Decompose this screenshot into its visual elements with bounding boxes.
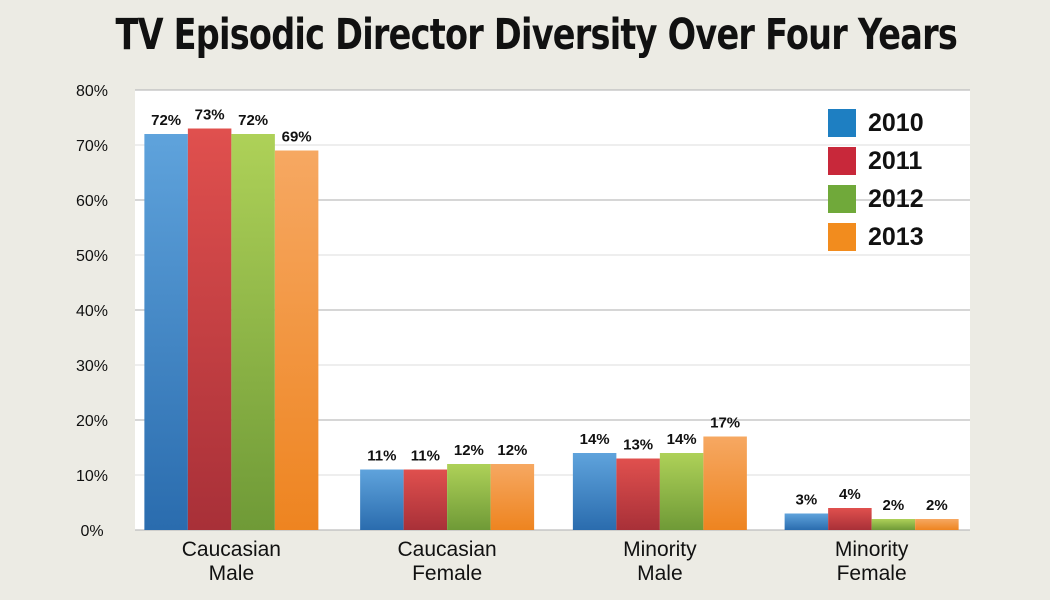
bar-value-label: 17% xyxy=(710,415,740,432)
bar-value-label: 3% xyxy=(796,492,818,509)
legend-label: 2011 xyxy=(868,146,923,175)
chart-title: TV Episodic Director Diversity Over Four… xyxy=(115,10,958,60)
bar-value-label: 14% xyxy=(580,431,610,448)
legend-item-2013: 2013 xyxy=(828,218,924,256)
legend-label: 2012 xyxy=(868,184,924,213)
bar-2013-2 xyxy=(703,436,747,530)
legend: 2010 2011 2012 2013 xyxy=(828,104,924,256)
bar-2013-3 xyxy=(915,519,959,530)
y-tick-label: 50% xyxy=(76,248,108,265)
bar-value-label: 4% xyxy=(839,486,861,503)
bar-2012-3 xyxy=(871,519,916,530)
x-tick-label: Minority xyxy=(835,538,909,561)
y-tick-label: 40% xyxy=(76,303,108,320)
bar-2011-0 xyxy=(187,128,232,530)
y-tick-label: 60% xyxy=(76,193,108,210)
x-tick-label: Male xyxy=(637,562,683,585)
bar-2012-2 xyxy=(659,453,704,530)
bar-2010-0 xyxy=(144,134,188,530)
bar-value-label: 2% xyxy=(926,497,948,514)
bar-2013-0 xyxy=(274,150,319,530)
x-tick-label: Caucasian xyxy=(182,538,281,561)
legend-label: 2013 xyxy=(868,222,924,251)
y-tick-label: 70% xyxy=(76,138,108,155)
bar-value-label: 12% xyxy=(454,442,484,459)
bar-value-label: 12% xyxy=(497,442,527,459)
legend-swatch xyxy=(828,223,856,251)
y-tick-label: 10% xyxy=(76,468,108,485)
bar-2012-0 xyxy=(231,134,275,530)
x-tick-label: Minority xyxy=(623,538,697,561)
y-tick-label: 0% xyxy=(80,523,103,540)
bar-2010-2 xyxy=(572,453,617,530)
bar-2011-3 xyxy=(828,508,872,530)
bar-2013-1 xyxy=(490,464,535,530)
bar-value-label: 72% xyxy=(238,112,268,129)
bar-value-label: 72% xyxy=(151,112,181,129)
x-tick-label: Male xyxy=(209,562,255,585)
x-tick-label: Female xyxy=(837,562,907,585)
bar-value-label: 11% xyxy=(411,448,440,465)
bar-value-label: 73% xyxy=(195,107,225,124)
legend-swatch xyxy=(828,185,856,213)
y-tick-label: 80% xyxy=(76,83,108,100)
bar-2010-1 xyxy=(360,469,404,530)
y-tick-label: 20% xyxy=(76,413,108,430)
legend-swatch xyxy=(828,147,856,175)
bar-value-label: 2% xyxy=(883,497,905,514)
y-tick-label: 30% xyxy=(76,358,108,375)
bar-2012-1 xyxy=(447,464,491,530)
bar-2010-3 xyxy=(784,513,829,530)
x-tick-label: Female xyxy=(412,562,482,585)
bar-2011-2 xyxy=(616,458,660,530)
legend-item-2010: 2010 xyxy=(828,104,924,142)
bar-value-label: 11% xyxy=(367,448,396,465)
legend-label: 2010 xyxy=(868,108,924,137)
bar-value-label: 13% xyxy=(623,437,653,454)
legend-item-2012: 2012 xyxy=(828,180,924,218)
legend-swatch xyxy=(828,109,856,137)
bar-2011-1 xyxy=(403,469,448,530)
bar-value-label: 69% xyxy=(282,129,312,146)
legend-item-2011: 2011 xyxy=(828,142,924,180)
bar-value-label: 14% xyxy=(667,431,697,448)
x-tick-label: Caucasian xyxy=(398,538,497,561)
